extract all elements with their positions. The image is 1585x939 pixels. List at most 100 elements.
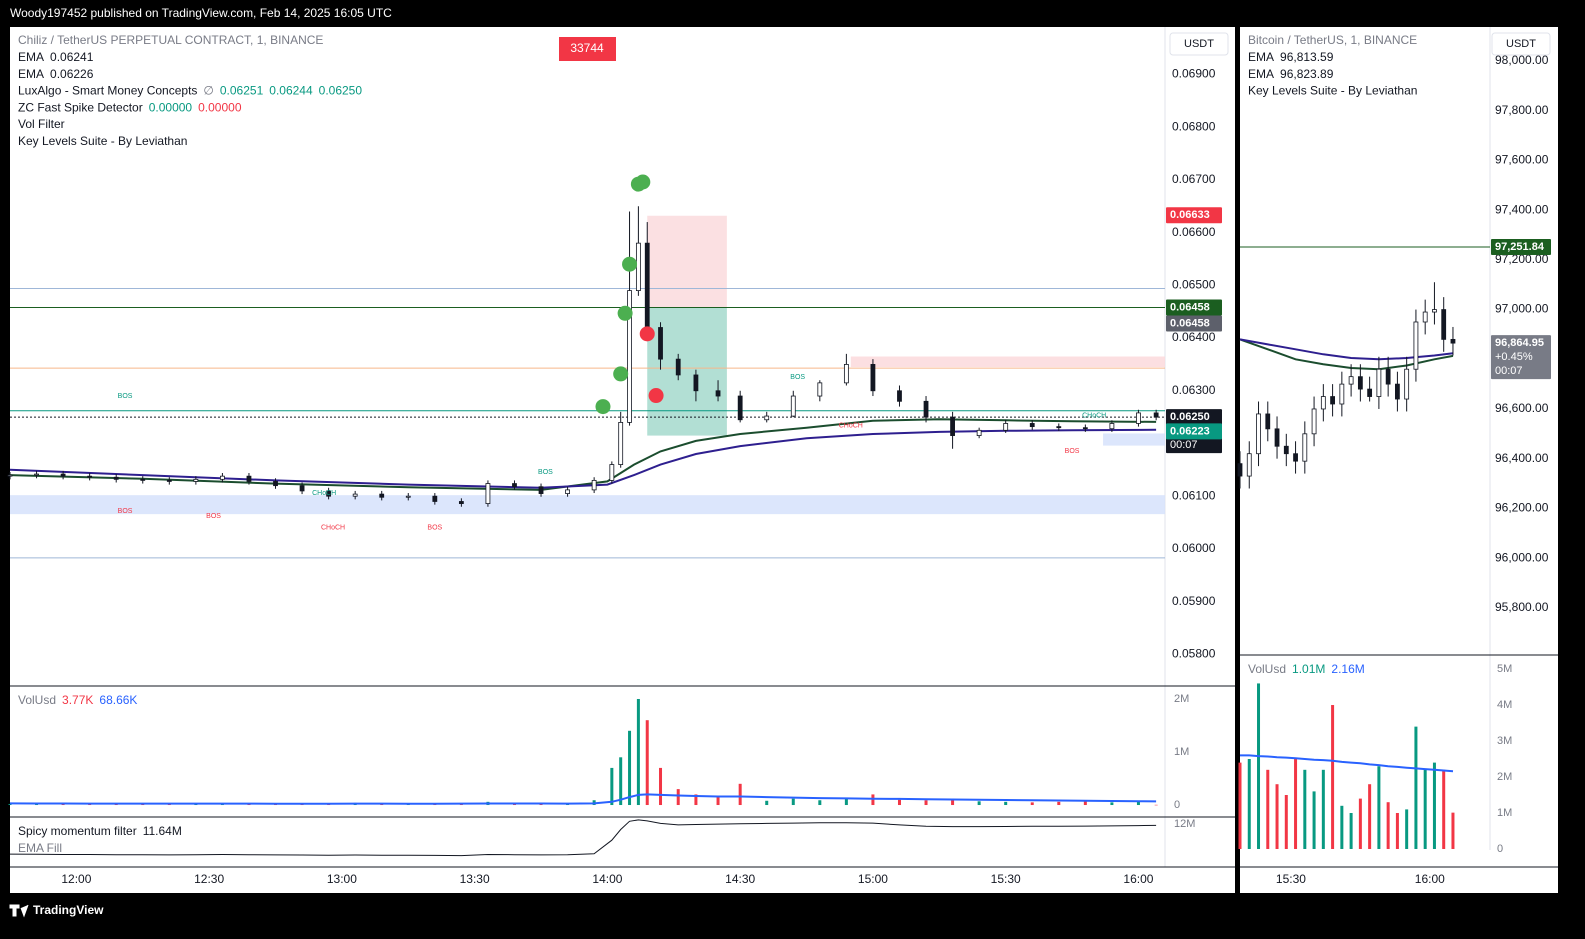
momentum-subtitle: EMA Fill [18, 841, 62, 855]
legend-value: 11.64M [143, 824, 182, 838]
spike-marker [613, 366, 629, 382]
legend-name: Vol Filter [18, 117, 65, 131]
volume-bar [897, 799, 901, 806]
volume-bar [1083, 801, 1087, 806]
candle-body [627, 290, 632, 423]
volume-tick-label: 4M [1497, 699, 1512, 711]
structure-label: BOS [538, 469, 553, 476]
legend-value: 0.00000 [198, 101, 242, 115]
candle-body [220, 475, 225, 480]
candle-body [976, 429, 982, 436]
volume-bar [818, 800, 822, 806]
volume-ma [9, 793, 1157, 805]
structure-label: CHoCH [1082, 412, 1106, 419]
candle-body [897, 390, 902, 402]
candle-body [1136, 412, 1141, 424]
candle-body [87, 475, 93, 478]
legend-value: 0.06250 [319, 84, 363, 98]
x-tick-label: 14:30 [725, 872, 755, 886]
price-label: 0.06223 [1170, 425, 1210, 437]
legend-item: ZC Fast Spike Detector 0.00000 0.00000 [18, 101, 242, 115]
volume-bar [1294, 759, 1298, 849]
volume-bar [924, 800, 928, 806]
y-tick-label: 97,400.00 [1495, 202, 1549, 216]
candle-body [843, 364, 849, 384]
candle-body [1395, 383, 1400, 400]
y-tick-label: 0.06500 [1172, 277, 1216, 291]
structure-label: BOS [790, 374, 805, 381]
volume-bar [1154, 804, 1158, 806]
y-tick-label: 96,600.00 [1495, 401, 1549, 415]
currency-label: USDT [1506, 38, 1536, 50]
volume-tick-label: 2M [1174, 693, 1189, 705]
y-tick-label: 97,000.00 [1495, 302, 1549, 316]
candle-body [458, 501, 464, 504]
candle-body [1153, 412, 1159, 418]
legend-item: Key Levels Suite - By Leviathan [1248, 84, 1417, 98]
legend-value: 2.16M [1331, 662, 1364, 676]
candle-body [790, 395, 796, 417]
candle-body [1265, 413, 1271, 430]
volume-bar [1275, 784, 1279, 849]
price-label: 0.06633 [1170, 209, 1210, 221]
price-label: 0.06250 [1170, 411, 1210, 423]
brand: TradingView [33, 903, 104, 917]
candle-body [1082, 427, 1088, 430]
legend-name: Key Levels Suite - By Leviathan [18, 134, 187, 148]
volume-bar [1451, 812, 1455, 849]
zone [10, 495, 1165, 515]
candle-body [1003, 423, 1009, 431]
legend-value: 0.06241 [50, 50, 94, 64]
legend-value: 3.77K [62, 693, 93, 707]
y-tick-label: 0.05900 [1172, 594, 1216, 608]
price-label: 97,251.84 [1495, 241, 1545, 253]
candle-body [1109, 423, 1115, 430]
volume-bar [1247, 759, 1251, 849]
momentum-tick-label: 12M [1174, 818, 1195, 830]
volume-bar [8, 803, 12, 806]
y-tick-label: 96,200.00 [1495, 501, 1549, 515]
volume-bar [1312, 791, 1316, 849]
volume-bar [61, 804, 65, 806]
legend-item: EMA 96,823.89 [1248, 67, 1334, 81]
candle-body [1376, 368, 1382, 397]
spike-marker [635, 174, 651, 190]
volume-bar [676, 789, 680, 806]
candle-body [1283, 445, 1289, 455]
badge: 33744 [570, 41, 604, 55]
candle-body [352, 493, 358, 497]
structure-label: BOS [118, 508, 133, 515]
spike-marker [595, 399, 611, 415]
candle-body [644, 242, 650, 328]
spike-marker [617, 305, 633, 321]
legend-name: EMA [1248, 67, 1274, 81]
y-tick-label: 98,000.00 [1495, 53, 1549, 67]
volume-legend: VolUsd 3.77K 68.66K [18, 693, 137, 707]
legend-item: LuxAlgo - Smart Money Concepts ∅ 0.06251 0.… [18, 84, 362, 98]
candle-body [1413, 321, 1419, 370]
y-tick-label: 97,800.00 [1495, 103, 1549, 117]
price-label-box [1491, 238, 1551, 255]
y-tick-label: 0.06400 [1172, 330, 1216, 344]
candle-body [1404, 368, 1410, 400]
volume-bar [1414, 726, 1418, 849]
volume-bar [1136, 800, 1140, 806]
candle-body [1320, 396, 1326, 410]
volume-bar [35, 804, 39, 806]
currency-button[interactable] [1491, 32, 1551, 56]
structure-label: BOS [118, 393, 133, 400]
x-tick-label: 15:30 [1276, 872, 1306, 886]
candle-body [764, 415, 770, 421]
currency-button[interactable] [1169, 32, 1229, 56]
candle-body [512, 483, 517, 488]
volume-bar [1238, 762, 1242, 849]
candle-body [485, 483, 491, 504]
x-tick-label: 12:00 [61, 872, 91, 886]
legend-item: Vol Filter [18, 117, 65, 131]
zone [647, 307, 727, 436]
volume-tick-label: 0 [1174, 799, 1180, 811]
volume-tick-label: 5M [1497, 663, 1512, 675]
x-tick-label: 13:30 [460, 872, 490, 886]
candle-body [432, 495, 438, 502]
candle-body [299, 485, 305, 492]
